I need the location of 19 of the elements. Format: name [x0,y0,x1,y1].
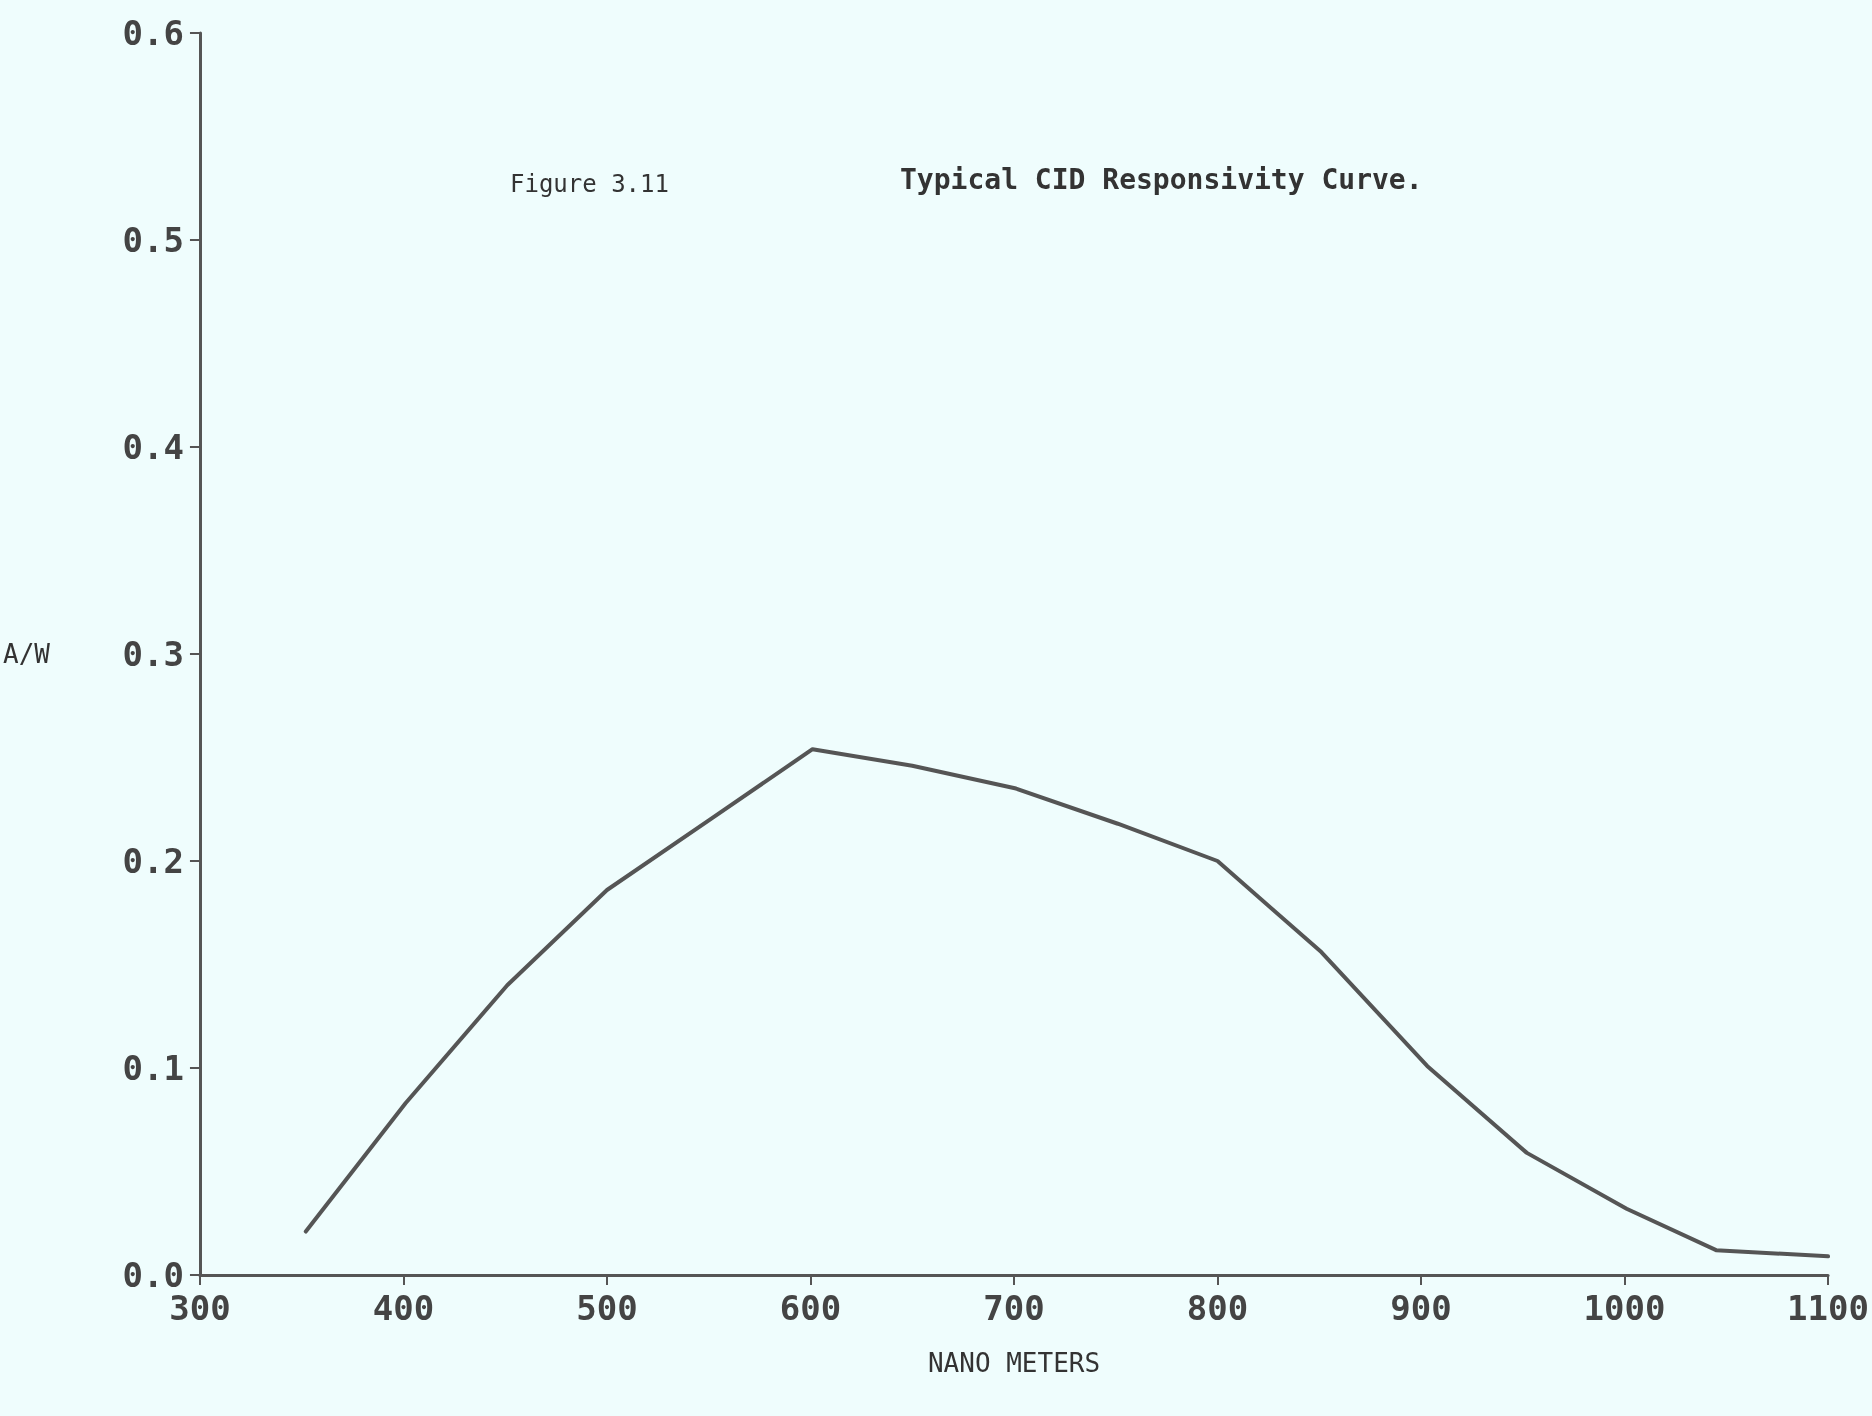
x-tick-label: 600 [779,1288,842,1328]
y-tick-label: 0.1 [122,1048,184,1088]
y-tick-label: 0.4 [122,427,184,467]
x-tick-label: 1100 [1787,1288,1870,1328]
y-tick-label: 0.2 [122,841,184,881]
x-tick-label: 900 [1390,1288,1452,1328]
x-tick-label: 800 [1186,1288,1249,1328]
line-series [303,747,1831,1259]
x-axis-title: NANO METERS [927,1348,1101,1378]
x-tick-label: 700 [983,1288,1045,1328]
y-tick-label: 0.3 [122,634,184,674]
annotation: Figure 3.11 [510,170,669,198]
x-tick-label: 1000 [1583,1288,1666,1328]
y-tick-label: 0.5 [122,220,184,260]
text: Typical CID Responsivity Curve. [900,162,1423,196]
y-axis-title: A/W [2,639,51,669]
x-tick-label: 400 [372,1288,435,1328]
y-tick-label: 0.6 [122,13,184,53]
x-tick-label: 500 [576,1288,638,1328]
